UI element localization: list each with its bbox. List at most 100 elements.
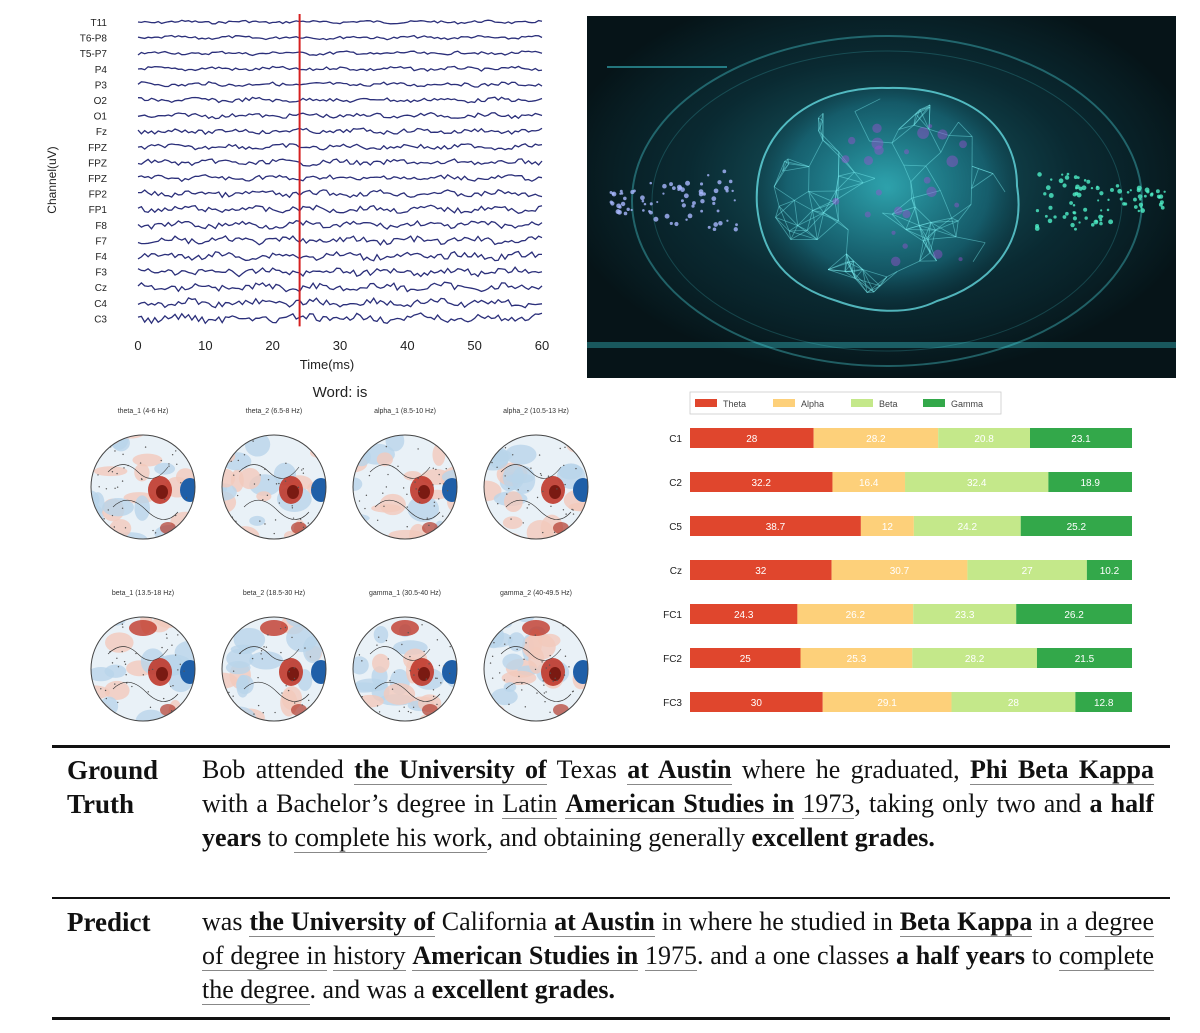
bar-value-label: 10.2 xyxy=(1100,566,1120,577)
channel-label: P4 xyxy=(95,65,108,76)
eeg-trace xyxy=(138,189,543,199)
eeg-trace xyxy=(137,173,543,183)
legend-swatch xyxy=(773,399,795,407)
topomap-label: alpha_2 (10.5-13 Hz) xyxy=(503,408,569,415)
text-bold-underline: Beta Kappa xyxy=(899,907,1033,936)
channel-label: F4 xyxy=(95,252,107,263)
topomap-label: theta_1 (4-6 Hz) xyxy=(117,408,169,415)
text-plain: , taking only two and xyxy=(854,789,1090,818)
bar-value-label: 28.2 xyxy=(866,434,886,445)
channel-label: F8 xyxy=(95,221,107,232)
topomap xyxy=(352,616,458,722)
bar-value-label: 12 xyxy=(882,522,894,533)
topomap xyxy=(483,434,589,540)
bar-category-label: FC2 xyxy=(663,654,682,665)
channel-label: T5-P7 xyxy=(80,49,108,60)
bar-category-label: Cz xyxy=(670,566,682,577)
topomap-label: gamma_1 (30.5-40 Hz) xyxy=(369,590,441,597)
bar-segment xyxy=(690,692,823,712)
channel-label: Cz xyxy=(95,283,107,294)
channel-label: T11 xyxy=(91,18,108,29)
topomap xyxy=(90,434,196,540)
topomap-figure: Word: is theta_1 (4-6 Hz) theta_2 (6.5-8 … xyxy=(80,378,600,738)
eeg-trace xyxy=(137,81,543,88)
channel-label: C3 xyxy=(94,314,107,325)
bar-value-label: 28 xyxy=(746,434,758,445)
bar-segment xyxy=(690,604,798,624)
row-label-predict: Predict xyxy=(67,907,151,937)
bar-value-label: 25.3 xyxy=(847,654,867,665)
text-underline: complete the degree xyxy=(202,941,1155,1005)
bar-category-label: FC1 xyxy=(663,610,682,621)
legend-box xyxy=(689,391,1002,415)
eeg-trace xyxy=(137,127,543,136)
bar-value-label: 32 xyxy=(755,566,767,577)
channel-label: O1 xyxy=(94,112,108,123)
bar-segment xyxy=(813,428,939,448)
text-underline: history xyxy=(333,941,406,971)
eeg-x-tick: 10 xyxy=(198,338,212,353)
channel-label: F3 xyxy=(95,268,107,279)
bar-value-label: 20.8 xyxy=(974,434,994,445)
bar-value-label: 16.4 xyxy=(859,478,879,489)
bar-category-label: C5 xyxy=(669,522,682,533)
bar-category-label: C2 xyxy=(669,478,682,489)
underline-span: at Austin xyxy=(627,755,732,785)
bar-segment xyxy=(690,428,814,448)
bar-segment xyxy=(1075,692,1132,712)
eeg-x-tick: 60 xyxy=(535,338,549,353)
eeg-trace xyxy=(137,158,543,167)
eeg-trace xyxy=(137,250,542,262)
bar-segment xyxy=(913,604,1017,624)
bar-value-label: 27 xyxy=(1022,566,1034,577)
table-top-rule xyxy=(52,745,1170,748)
legend-label: Beta xyxy=(879,399,898,409)
text-bold-underline: American Studies in xyxy=(412,941,639,970)
eeg-x-tick: 50 xyxy=(467,338,481,353)
bar-value-label: 28 xyxy=(1008,698,1020,709)
bar-value-label: 12.8 xyxy=(1094,698,1114,709)
bar-value-label: 23.3 xyxy=(955,610,975,621)
text-plain: to xyxy=(1025,941,1059,970)
channel-label: C4 xyxy=(94,299,107,310)
bar-value-label: 23.1 xyxy=(1071,434,1091,445)
channel-label: FPZ xyxy=(88,143,107,154)
bar-segment xyxy=(832,472,906,492)
legend-label: Theta xyxy=(723,399,746,409)
underline-span: American Studies in xyxy=(412,941,639,971)
topomap-label: alpha_1 (8.5-10 Hz) xyxy=(374,408,436,415)
text-plain: Texas xyxy=(546,755,628,784)
text-bold: a half years xyxy=(895,941,1026,970)
row-label-ground-truth: Ground Truth xyxy=(67,755,159,819)
text-bold: a half years xyxy=(202,789,1155,852)
channel-label: O2 xyxy=(94,96,108,107)
topomap xyxy=(352,434,458,540)
brain-network-image xyxy=(587,16,1176,378)
bar-segment xyxy=(1020,516,1132,536)
channel-label: F7 xyxy=(95,236,107,247)
text-bold-underline: American Studies in xyxy=(565,789,795,818)
bar-segment xyxy=(690,560,832,580)
text-bold-underline: the University of xyxy=(354,755,547,784)
channel-label: Fz xyxy=(96,127,107,138)
topomap xyxy=(483,616,589,722)
bar-segment xyxy=(1048,472,1132,492)
bar-segment xyxy=(800,648,913,668)
bar-value-label: 24.3 xyxy=(734,610,754,621)
table-bottom-rule xyxy=(52,1017,1170,1020)
topomap-title: Word: is xyxy=(312,384,368,401)
legend-label: Gamma xyxy=(951,399,983,409)
eeg-signal-plot: T11 T6-P8 T5-P7 P4 P3 O2 O1 Fz FPZ FPZ FPZ FP2 FP1 F8… xyxy=(45,14,549,372)
bar-value-label: 26.2 xyxy=(1064,610,1084,621)
eeg-trace xyxy=(137,19,543,25)
underline-span: Phi Beta Kappa xyxy=(970,755,1155,785)
topomap xyxy=(90,616,196,722)
bar-segment xyxy=(831,560,968,580)
text-plain: in where he studied in xyxy=(654,907,900,936)
channel-label: FPZ xyxy=(88,174,107,185)
topomap-label: beta_2 (18.5-30 Hz) xyxy=(242,590,306,597)
bar-value-label: 26.2 xyxy=(846,610,866,621)
bar-segment xyxy=(1030,428,1132,448)
text-bold: excellent grades. xyxy=(431,975,615,1004)
eeg-x-tick: 40 xyxy=(400,338,414,353)
